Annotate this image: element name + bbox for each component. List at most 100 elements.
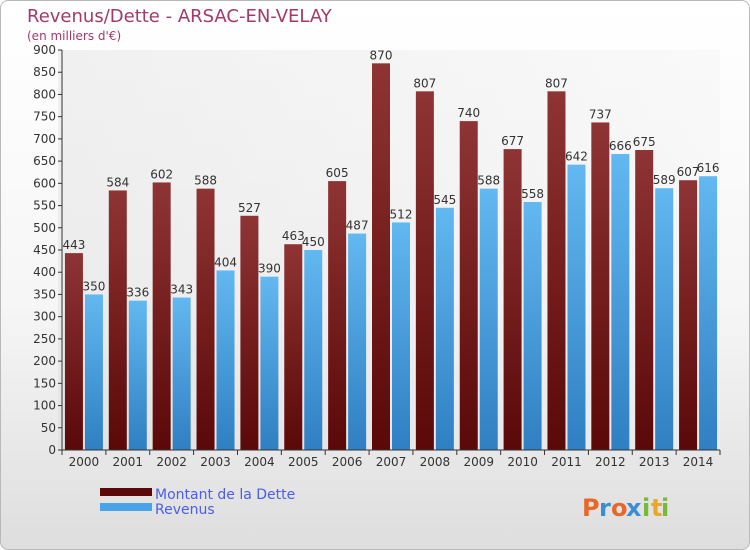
chart-subtitle: (en milliers d'€) (27, 29, 121, 43)
bar-debt (328, 181, 347, 450)
x-tick-label: 2006 (332, 455, 363, 469)
y-tick-label: 200 (33, 354, 56, 368)
value-label-debt: 740 (457, 106, 480, 120)
y-tick-label: 450 (33, 243, 56, 257)
value-label-debt: 807 (545, 76, 568, 90)
x-tick-label: 2009 (463, 455, 494, 469)
bar-debt (547, 91, 566, 450)
value-label-debt: 463 (282, 229, 305, 243)
value-label-debt: 675 (633, 135, 656, 149)
bar-revenus (260, 276, 279, 450)
y-tick-label: 750 (33, 110, 56, 124)
value-label-revenus: 666 (609, 139, 632, 153)
bar-debt (372, 63, 390, 450)
logo-letter: r (599, 494, 611, 522)
bar-debt (240, 215, 259, 450)
bar-debt (635, 150, 654, 450)
y-tick-label: 350 (33, 287, 56, 301)
value-label-revenus: 588 (477, 174, 500, 188)
y-tick-label: 50 (41, 421, 56, 435)
value-label-debt: 677 (501, 134, 524, 148)
x-tick-label: 2002 (156, 455, 187, 469)
value-label-revenus: 350 (82, 279, 105, 293)
value-label-revenus: 558 (521, 187, 544, 201)
x-axis: 2000 2001 2002 2003 2004 2005 2006 2007 2008 2009… (61, 449, 721, 469)
y-tick-label: 600 (33, 176, 56, 190)
y-tick-label: 850 (33, 65, 56, 79)
value-label-debt: 870 (370, 48, 393, 62)
value-label-revenus: 390 (258, 262, 281, 276)
bar-debt (284, 244, 303, 450)
y-tick-label: 900 (33, 43, 56, 57)
logo-letter: t (651, 494, 662, 522)
bar-revenus (172, 297, 191, 450)
y-tick-label: 800 (33, 87, 56, 101)
x-tick-label: 2004 (244, 455, 275, 469)
x-tick-label: 2005 (288, 455, 319, 469)
bar-debt (108, 190, 127, 450)
bar-debt (64, 253, 83, 450)
bar-debt (459, 121, 478, 450)
y-axis: 0 50 100 150 200 250 300 350 400 450 500 550 600 650 7… (33, 43, 63, 457)
bar-debt (679, 180, 698, 450)
y-tick-label: 250 (33, 332, 56, 346)
bar-revenus (128, 300, 147, 450)
chart-title: Revenus/Dette - ARSAC-EN-VELAY (27, 6, 333, 27)
legend: Montant de la Dette Revenus (100, 487, 295, 518)
bar-revenus (392, 222, 410, 450)
bar-revenus (84, 294, 103, 450)
bar-revenus (348, 233, 367, 450)
x-tick-label: 2000 (69, 455, 100, 469)
logo-letter: P (582, 494, 600, 522)
value-label-debt: 607 (677, 165, 700, 179)
bar-revenus (479, 188, 498, 450)
bar-debt (503, 149, 522, 450)
logo-letter: o (611, 494, 628, 522)
logo-letter: i (661, 494, 669, 522)
bar-revenus (567, 164, 586, 450)
bar-debt (196, 188, 215, 450)
bar-revenus (611, 154, 630, 450)
bar-revenus (523, 202, 542, 450)
value-label-revenus: 545 (433, 193, 456, 207)
y-tick-label: 650 (33, 154, 56, 168)
bar-revenus (216, 270, 235, 450)
value-label-revenus: 487 (346, 219, 369, 233)
bar-revenus (435, 207, 454, 450)
y-tick-label: 0 (48, 443, 56, 457)
y-tick-label: 700 (33, 132, 56, 146)
value-label-revenus: 512 (390, 207, 413, 221)
y-tick-label: 500 (33, 221, 56, 235)
logo-letter: x (626, 494, 642, 522)
value-label-debt: 527 (238, 201, 261, 215)
value-label-revenus: 589 (653, 173, 676, 187)
bar-revenus (304, 250, 323, 450)
bar-debt (415, 91, 434, 450)
x-tick-label: 2008 (420, 455, 451, 469)
bar-debt (591, 122, 610, 450)
value-label-debt: 584 (106, 175, 129, 189)
value-label-debt: 602 (150, 167, 173, 181)
x-tick-label: 2014 (683, 455, 714, 469)
value-label-revenus: 642 (565, 150, 588, 164)
value-label-debt: 588 (194, 174, 217, 188)
bar-revenus (699, 176, 718, 450)
x-tick-label: 2012 (595, 455, 626, 469)
y-tick-label: 150 (33, 376, 56, 390)
value-label-debt: 807 (413, 76, 436, 90)
value-label-debt: 443 (62, 238, 85, 252)
x-tick-label: 2010 (507, 455, 538, 469)
logo-letter: i (642, 494, 650, 522)
value-label-debt: 737 (589, 107, 612, 121)
bar-revenus (655, 188, 674, 450)
legend-label-debt: Montant de la Dette (155, 487, 295, 503)
x-tick-label: 2007 (376, 455, 407, 469)
bar-debt (152, 182, 171, 450)
legend-label-revenus: Revenus (155, 502, 215, 518)
value-label-revenus: 450 (302, 235, 325, 249)
x-tick-label: 2013 (639, 455, 670, 469)
y-tick-label: 300 (33, 310, 56, 324)
x-tick-label: 2011 (551, 455, 582, 469)
